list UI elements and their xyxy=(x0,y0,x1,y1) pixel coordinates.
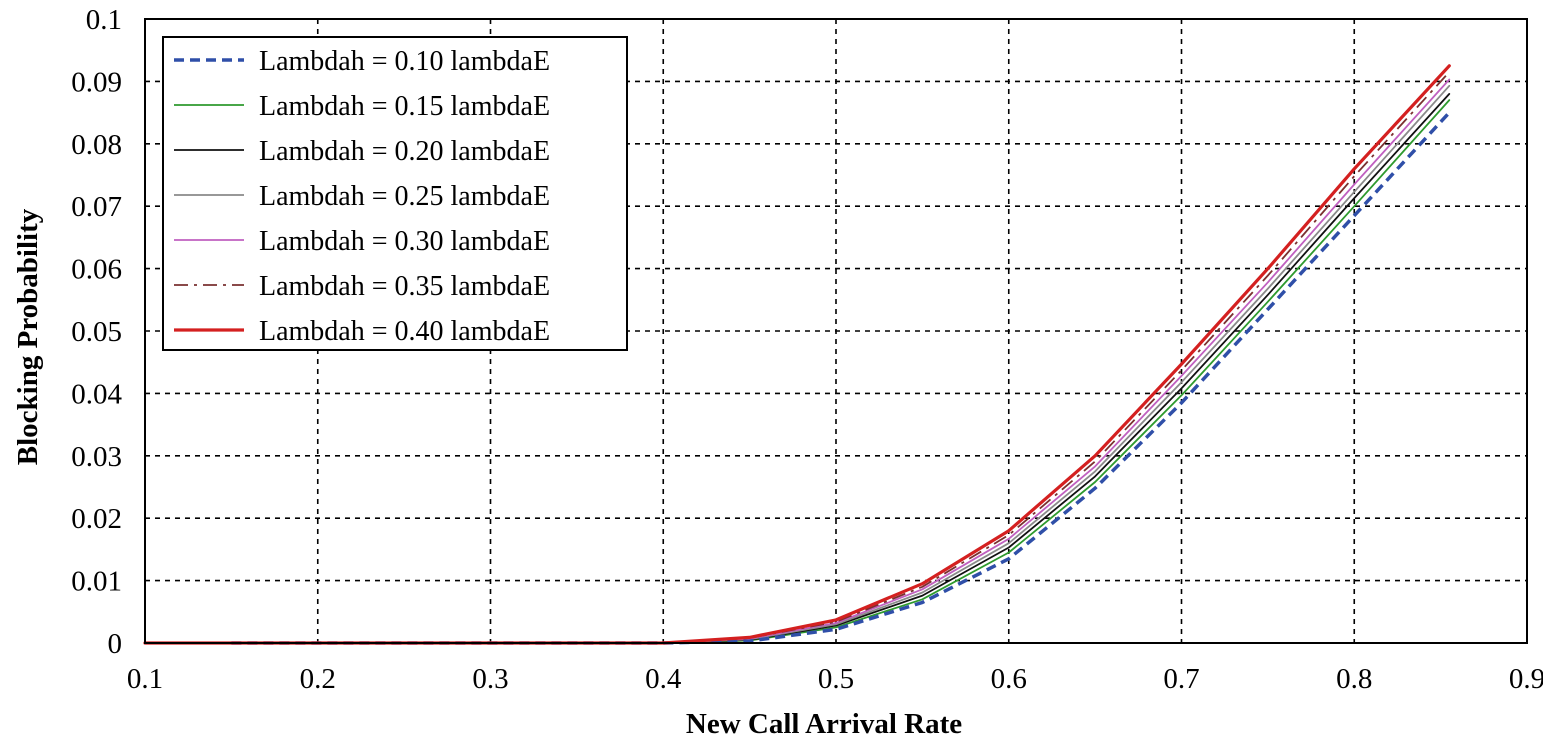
y-tick-label: 0.05 xyxy=(71,316,122,348)
y-tick-label: 0.02 xyxy=(71,503,122,535)
legend-label: Lambdah = 0.25 lambdaE xyxy=(259,181,550,212)
y-tick-label: 0.09 xyxy=(71,66,122,98)
x-tick-label: 0.7 xyxy=(1163,663,1199,695)
plot-frame xyxy=(144,18,1528,644)
x-tick-label: 0.9 xyxy=(1509,663,1543,695)
x-tick-label: 0.3 xyxy=(472,663,508,695)
y-tick-label: 0.08 xyxy=(71,129,122,161)
x-axis-ticks: 0.1 0.2 0.3 0.4 0.5 0.6 0.7 0.8 0.9 xyxy=(127,663,1543,695)
legend-label: Lambdah = 0.40 lambdaE xyxy=(259,316,550,347)
y-axis-label: Blocking Probability xyxy=(12,208,44,465)
x-axis-label: New Call Arrival Rate xyxy=(686,708,962,740)
x-tick-label: 0.4 xyxy=(645,663,682,695)
legend: Lambdah = 0.10 lambdaE Lambdah = 0.15 lam… xyxy=(162,36,628,351)
x-tick-label: 0.1 xyxy=(127,663,163,695)
x-tick-label: 0.6 xyxy=(991,663,1027,695)
x-tick-label: 0.8 xyxy=(1336,663,1372,695)
y-tick-label: 0.03 xyxy=(71,441,122,473)
y-tick-label: 0.1 xyxy=(86,4,122,36)
y-tick-label: 0.01 xyxy=(71,566,122,598)
legend-label: Lambdah = 0.10 lambdaE xyxy=(259,46,550,77)
legend-label: Lambdah = 0.20 lambdaE xyxy=(259,136,550,167)
series-line-6 xyxy=(231,71,1450,644)
legend-label: Lambdah = 0.15 lambdaE xyxy=(259,91,550,122)
y-tick-label: 0.04 xyxy=(71,378,122,410)
legend-label: Lambdah = 0.30 lambdaE xyxy=(259,226,550,257)
y-tick-label: 0.07 xyxy=(71,191,122,223)
legend-label: Lambdah = 0.35 lambdaE xyxy=(259,271,550,302)
x-tick-label: 0.2 xyxy=(300,663,336,695)
y-tick-label: 0 xyxy=(108,628,123,660)
y-axis-ticks: 0 0.01 0.02 0.03 0.04 0.05 0.06 0.07 0.08 0.09 0.1 xyxy=(71,4,122,660)
y-tick-label: 0.06 xyxy=(71,254,122,286)
x-tick-label: 0.5 xyxy=(818,663,854,695)
legend-box xyxy=(162,36,628,351)
